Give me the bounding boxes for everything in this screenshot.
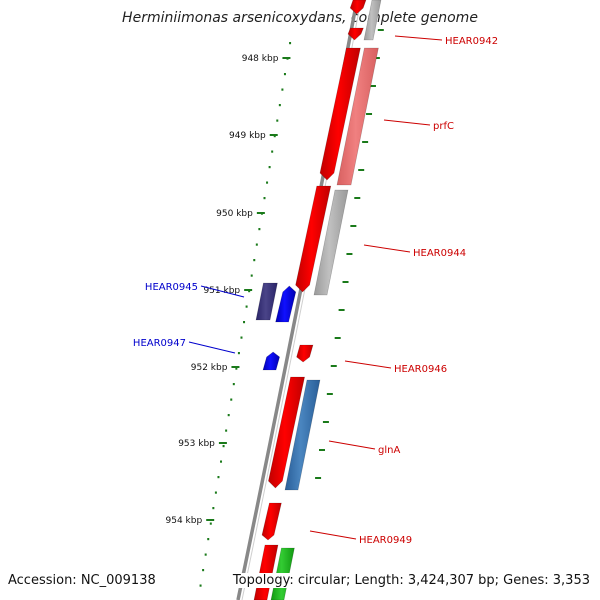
minor-tick: [268, 166, 271, 169]
gene-shape[interactable]: [336, 47, 379, 186]
gene-label-HEAR0945[interactable]: HEAR0945: [145, 282, 198, 293]
minor-tick: [248, 290, 251, 293]
gene-feature-HEAR0949[interactable]: [261, 502, 282, 541]
tick-label: 953 kbp: [178, 439, 215, 449]
minor-tick: [266, 181, 269, 184]
label-leader-line: [344, 360, 392, 369]
gene-feature-HEAR0945-blue[interactable]: [275, 285, 297, 323]
minor-tick: [207, 538, 210, 541]
gene-label-HEAR0949[interactable]: HEAR0949: [359, 535, 412, 546]
gene-shape[interactable]: [363, 0, 382, 41]
minor-tick: [220, 460, 223, 463]
label-leader-line: [328, 440, 376, 450]
gene-feature-glnA[interactable]: [268, 376, 305, 489]
tick-label: 949 kbp: [229, 131, 266, 141]
tick-label: 954 kbp: [166, 516, 203, 526]
minor-tick: [227, 414, 230, 417]
gene-shape[interactable]: [296, 344, 314, 363]
gene-shape[interactable]: [275, 285, 297, 323]
gene-feature-HEAR0947[interactable]: [262, 351, 280, 371]
gene-shape[interactable]: [319, 47, 361, 181]
minor-tick: [235, 367, 238, 370]
minor-tick: [225, 429, 228, 432]
label-leader-line: [363, 244, 411, 253]
label-leader-line: [188, 341, 236, 354]
gene-label-HEAR0947[interactable]: HEAR0947: [133, 338, 186, 349]
minor-tick: [222, 445, 225, 448]
gene-label-HEAR0944[interactable]: HEAR0944: [413, 248, 466, 259]
gene-feature-glnA-rev[interactable]: [284, 379, 321, 491]
tick-label: 950 kbp: [216, 209, 253, 219]
gene-shape[interactable]: [268, 376, 305, 489]
gene-feature-HEAR0942-pink[interactable]: [363, 0, 382, 41]
minor-tick: [199, 584, 202, 587]
minor-tick: [245, 305, 248, 308]
gene-label-HEAR0946[interactable]: HEAR0946: [394, 364, 447, 375]
minor-tick: [212, 507, 215, 510]
gene-feature-prfC[interactable]: [319, 47, 361, 181]
gene-shape[interactable]: [262, 351, 280, 371]
minor-tick: [202, 569, 205, 572]
minor-tick: [281, 88, 284, 91]
gene-feature-prfC-rev[interactable]: [336, 47, 379, 186]
gene-shape[interactable]: [295, 185, 332, 293]
minor-tick: [278, 104, 281, 107]
gene-label-glnA[interactable]: glnA: [378, 445, 400, 456]
gene-feature-HEAR0944[interactable]: [295, 185, 332, 293]
minor-tick: [217, 476, 220, 479]
gene-shape[interactable]: [255, 282, 278, 321]
gene-feature-HEAR0944-rev[interactable]: [313, 189, 349, 296]
minor-tick: [237, 352, 240, 355]
tick-label: 948 kbp: [242, 54, 279, 64]
minor-tick: [276, 119, 279, 122]
gene-feature-HEAR0942-main[interactable]: [347, 27, 364, 41]
minor-tick: [255, 243, 258, 246]
topology-text: Topology: circular; Length: 3,424,307 bp…: [228, 573, 590, 588]
map-title: Herminiimonas arsenicoxydans, complete g…: [122, 10, 478, 26]
minor-tick: [263, 197, 266, 200]
gene-shape[interactable]: [261, 502, 282, 541]
minor-tick: [250, 274, 253, 277]
minor-tick: [232, 383, 235, 386]
gene-shape[interactable]: [313, 189, 349, 296]
minor-tick: [209, 522, 212, 525]
minor-tick: [204, 553, 207, 556]
gene-feature-HEAR0946[interactable]: [296, 344, 314, 363]
minor-tick: [230, 398, 233, 401]
tick-label: 952 kbp: [191, 363, 228, 373]
gene-feature-HEAR0945[interactable]: [255, 282, 278, 321]
label-leader-line: [383, 119, 431, 126]
minor-tick: [289, 42, 292, 45]
minor-tick: [271, 150, 274, 153]
gene-label-prfC[interactable]: prfC: [433, 121, 454, 132]
label-leader-line: [394, 35, 443, 41]
minor-tick: [253, 259, 256, 262]
minor-tick: [243, 321, 246, 324]
gene-label-HEAR0942[interactable]: HEAR0942: [445, 36, 498, 47]
gene-shape[interactable]: [284, 379, 321, 491]
minor-tick: [258, 228, 261, 231]
minor-tick: [214, 491, 217, 494]
label-leader-line: [309, 530, 357, 540]
gene-shape[interactable]: [349, 0, 367, 15]
minor-tick: [283, 73, 286, 76]
accession-text: Accession: NC_009138: [8, 573, 156, 588]
minor-tick: [240, 336, 243, 339]
gene-shape[interactable]: [347, 27, 364, 41]
gene-feature-HEAR0942[interactable]: [349, 0, 367, 15]
minor-tick: [273, 135, 276, 138]
label-leader-line: [200, 285, 245, 298]
